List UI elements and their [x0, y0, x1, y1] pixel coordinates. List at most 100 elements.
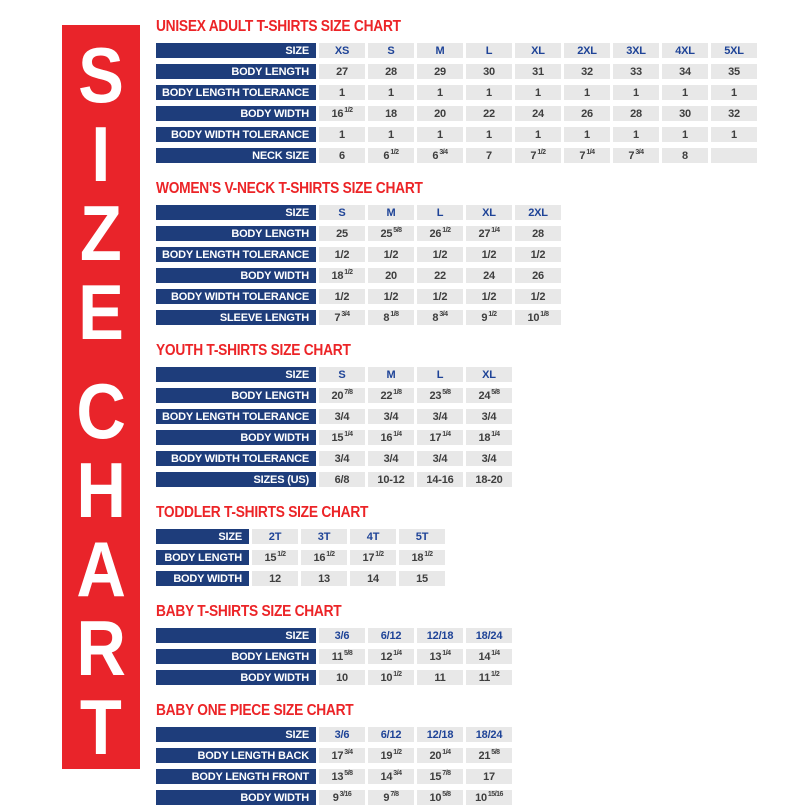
value-cell: 20 [417, 106, 463, 121]
table-row: BODY LENGTH BACK 17 3/4 19 1/2 20 1/4 21 5/8 [156, 748, 760, 763]
table-row: BODY LENGTH TOLERANCE 1 1 1 1 1 1 1 1 1 [156, 85, 760, 100]
value-cell: 24 [466, 268, 512, 283]
column-header-cell: S [319, 367, 365, 382]
value-cell: 1/2 [466, 247, 512, 262]
value-cell [711, 148, 757, 163]
value-cell: 1 [662, 85, 708, 100]
value-cell: 1/2 [368, 247, 414, 262]
value-cell: 32 [564, 64, 610, 79]
value-cell: 16 1/2 [319, 106, 365, 121]
value-cell: 20 [368, 268, 414, 283]
fraction: 1/4 [586, 149, 595, 156]
value-cell: 18 [368, 106, 414, 121]
fraction: 7/8 [390, 791, 399, 798]
row-label-cell: BODY WIDTH [156, 106, 316, 121]
value-cell: 32 [711, 106, 757, 121]
table-row: BODY WIDTH 16 1/2 18 20 22 24 26 28 30 32 [156, 106, 760, 121]
fraction: 5/8 [442, 389, 451, 396]
value-cell: 20 7/8 [319, 388, 365, 403]
column-header-cell: 4XL [662, 43, 708, 58]
value-cell: 1 [466, 85, 512, 100]
table-row: BODY WIDTH 15 1/4 16 1/4 17 1/4 18 1/4 [156, 430, 760, 445]
value-cell: 6 1/2 [368, 148, 414, 163]
row-label-cell: BODY LENGTH [156, 388, 316, 403]
column-header-cell: L [466, 43, 512, 58]
value-cell: 16 1/4 [368, 430, 414, 445]
column-header-cell: 6/12 [368, 628, 414, 643]
value-cell: 8 [662, 148, 708, 163]
value-cell: 1/2 [319, 247, 365, 262]
row-label-cell: BODY WIDTH TOLERANCE [156, 289, 316, 304]
value-cell: 1 [662, 127, 708, 142]
banner-letter: E [78, 267, 124, 356]
value-cell: 31 [515, 64, 561, 79]
column-header-cell: L [417, 205, 463, 220]
column-header-cell: 12/18 [417, 628, 463, 643]
row-label-cell: BODY LENGTH [156, 649, 316, 664]
row-label-cell: SIZES (US) [156, 472, 316, 487]
table-row: BODY LENGTH TOLERANCE 1/2 1/2 1/2 1/2 1/2 [156, 247, 760, 262]
size-table: SIZE 3/6 6/12 12/18 18/24 BODY LENGTH BACK 17 3… [156, 727, 760, 805]
column-header-cell: S [368, 43, 414, 58]
fraction: 3/4 [439, 311, 448, 318]
value-cell: 1/2 [319, 289, 365, 304]
value-cell: 13 [301, 571, 347, 586]
value-cell: 6/8 [319, 472, 365, 487]
column-header-cell: XL [515, 43, 561, 58]
fraction: 1/8 [390, 311, 399, 318]
value-cell: 10 5/8 [417, 790, 463, 805]
value-cell: 28 [613, 106, 659, 121]
value-cell: 3/4 [466, 451, 512, 466]
value-cell: 15 1/4 [319, 430, 365, 445]
column-header-cell: 4T [350, 529, 396, 544]
fraction: 5/8 [491, 749, 500, 756]
banner-letter: Z [80, 188, 122, 277]
value-cell: 17 3/4 [319, 748, 365, 763]
value-cell: 1 [368, 127, 414, 142]
size-chart-section: BABY T-SHIRTS SIZE CHART SIZE 3/6 6/12 12/18… [156, 603, 760, 685]
value-cell: 25 [319, 226, 365, 241]
table-row: NECK SIZE 6 6 1/2 6 3/4 7 7 1/2 7 1/4 7 3/4 8 [156, 148, 760, 163]
fraction: 3/4 [341, 311, 350, 318]
column-header-cell: 2T [252, 529, 298, 544]
value-cell: 1 [515, 127, 561, 142]
value-cell: 14-16 [417, 472, 463, 487]
size-table: SIZE S M L XL BODY LENGTH 20 7/8 22 1/8 23 5/8 24 5/8… [156, 367, 760, 487]
value-cell: 7 [466, 148, 512, 163]
column-header-cell: 5T [399, 529, 445, 544]
banner-letter: R [76, 603, 126, 692]
value-cell: 1/2 [417, 247, 463, 262]
fraction: 1/2 [277, 551, 286, 558]
value-cell: 35 [711, 64, 757, 79]
value-cell: 1 [711, 85, 757, 100]
section-title: WOMEN'S V-NECK T-SHIRTS SIZE CHART [156, 180, 423, 197]
fraction: 1/4 [442, 431, 451, 438]
banner-letter: A [76, 524, 126, 613]
value-cell: 3/4 [319, 451, 365, 466]
value-cell: 3/4 [368, 409, 414, 424]
value-cell: 3/4 [417, 451, 463, 466]
fraction: 1/2 [442, 227, 451, 234]
table-row: BODY LENGTH 15 1/2 16 1/2 17 1/2 18 1/2 [156, 550, 760, 565]
table-header-row: SIZE S M L XL 2XL [156, 205, 760, 220]
column-header-cell: 18/24 [466, 628, 512, 643]
value-cell: 30 [466, 64, 512, 79]
table-row: BODY LENGTH 20 7/8 22 1/8 23 5/8 24 5/8 [156, 388, 760, 403]
value-cell: 14 [350, 571, 396, 586]
size-table: SIZE 2T 3T 4T 5T BODY LENGTH 15 1/2 16 1/2 17 1/2 18… [156, 529, 760, 586]
fraction: 3/16 [339, 791, 352, 798]
table-row: BODY WIDTH 12 13 14 15 [156, 571, 760, 586]
table-row: BODY WIDTH 18 1/2 20 22 24 26 [156, 268, 760, 283]
value-cell: 3/4 [319, 409, 365, 424]
fraction: 5/8 [344, 770, 353, 777]
fraction: 1/8 [540, 311, 549, 318]
fraction: 7/8 [344, 389, 353, 396]
value-cell: 3/4 [466, 409, 512, 424]
column-header-cell: M [368, 367, 414, 382]
value-cell: 20 1/4 [417, 748, 463, 763]
fraction: 3/4 [439, 149, 448, 156]
row-label-cell: SIZE [156, 628, 316, 643]
fraction: 3/4 [635, 149, 644, 156]
row-label-cell: BODY WIDTH [156, 571, 249, 586]
fraction: 1/4 [491, 650, 500, 657]
